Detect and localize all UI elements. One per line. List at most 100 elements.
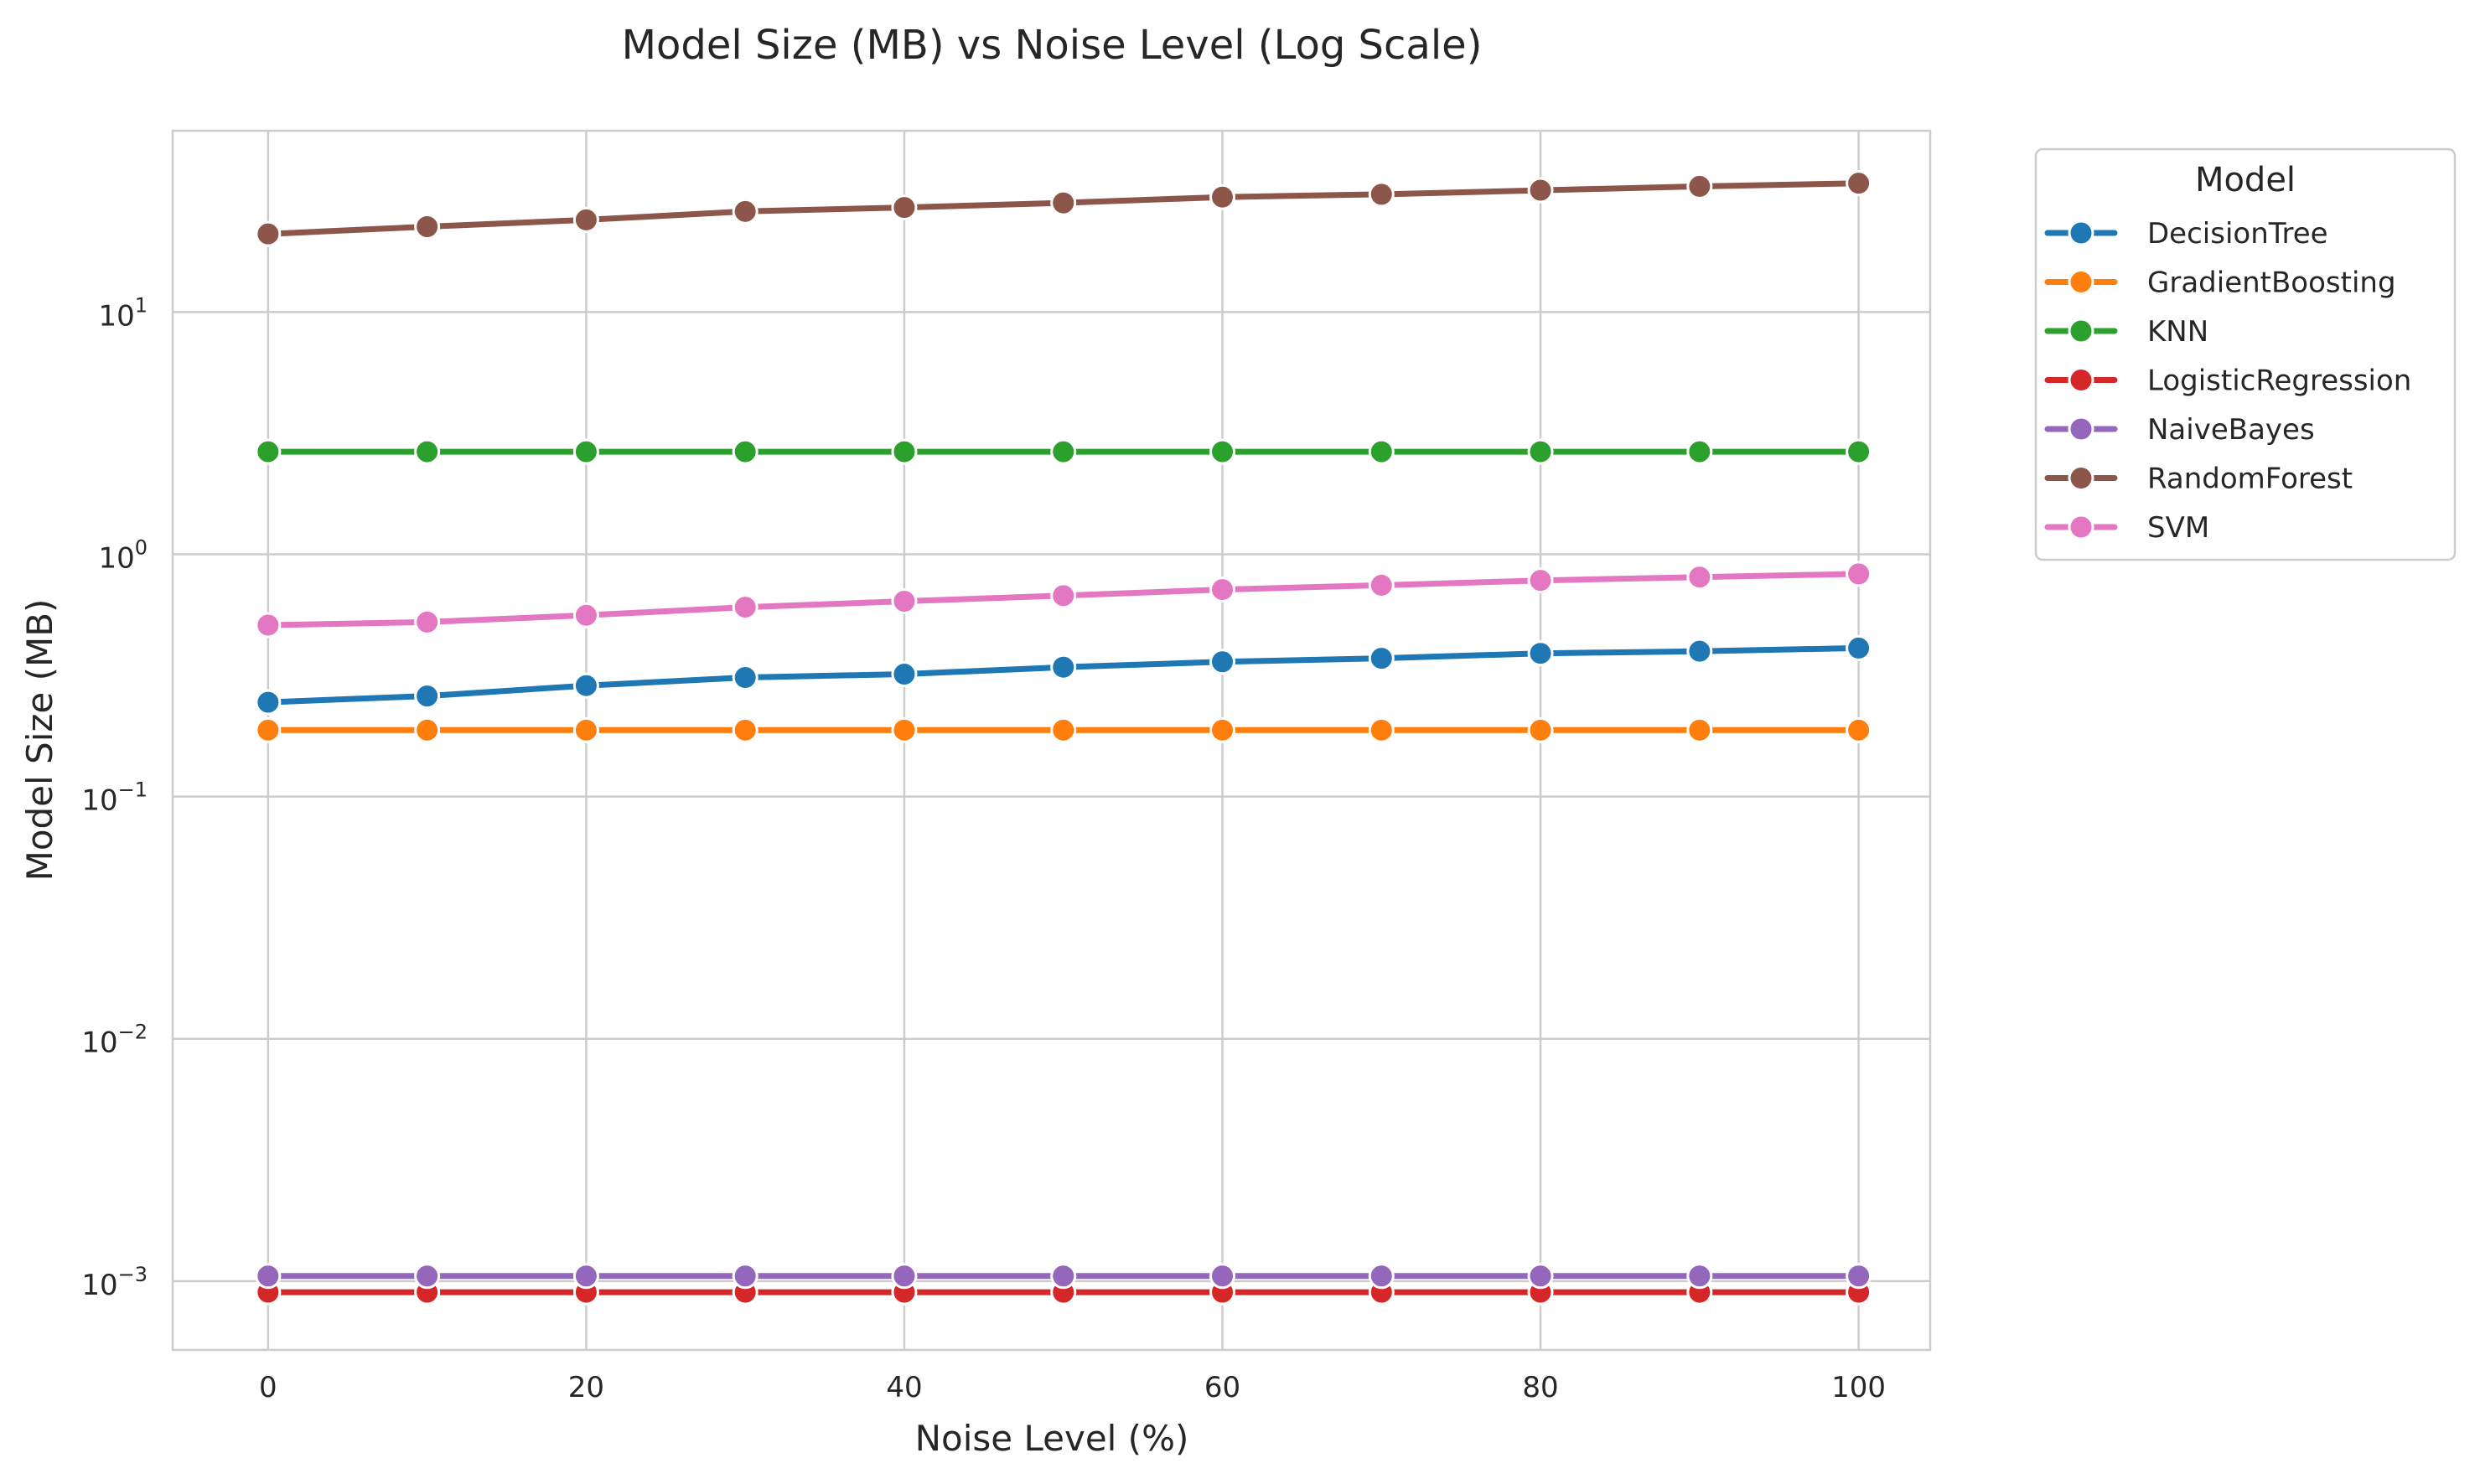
data-point: [891, 438, 918, 465]
data-point: [1686, 173, 1713, 199]
data-point: [891, 1263, 918, 1290]
legend-label: GradientBoosting: [2147, 266, 2396, 300]
data-point: [1209, 577, 1236, 603]
series-decisiontree: [255, 634, 1872, 716]
legend-label: DecisionTree: [2147, 217, 2328, 251]
legend: Model DecisionTree GradientBoosting KNN Log…: [2034, 147, 2457, 561]
data-point: [255, 612, 282, 639]
legend-swatch-marker: [2068, 514, 2094, 540]
data-point: [1846, 561, 1872, 587]
data-point: [572, 206, 599, 233]
legend-label: SVM: [2147, 511, 2209, 545]
data-point: [1050, 438, 1077, 465]
data-point: [572, 602, 599, 628]
data-point: [1846, 634, 1872, 661]
chart-title: Model Size (MB) vs Noise Level (Log Scal…: [622, 22, 1483, 69]
data-point: [1527, 438, 1554, 465]
data-point: [414, 683, 441, 710]
data-point: [255, 689, 282, 716]
y-tick-label: 10−3: [81, 1263, 148, 1302]
data-point: [255, 438, 282, 465]
legend-title: Model: [2195, 161, 2296, 199]
data-point: [1368, 716, 1395, 743]
legend-item: SVM: [2044, 511, 2209, 545]
y-axis-label: Model Size (MB): [19, 599, 60, 882]
series-knn: [255, 438, 1872, 465]
x-tick-label: 0: [259, 1371, 277, 1404]
data-point: [1209, 1263, 1236, 1290]
legend-item: DecisionTree: [2044, 217, 2328, 251]
data-point: [1368, 181, 1395, 208]
data-point: [572, 1263, 599, 1290]
legend-label: RandomForest: [2147, 463, 2353, 496]
plot-area: [171, 129, 1932, 1352]
data-point: [1846, 438, 1872, 465]
data-point: [1050, 582, 1077, 609]
x-tick-label: 80: [1522, 1371, 1558, 1404]
x-tick-label: 20: [568, 1371, 604, 1404]
legend-item: GradientBoosting: [2044, 266, 2396, 300]
legend-swatch-marker: [2068, 416, 2094, 442]
legend-label: KNN: [2147, 315, 2208, 349]
data-point: [255, 716, 282, 743]
data-point: [572, 672, 599, 699]
data-point: [1368, 1263, 1395, 1290]
data-point: [732, 438, 758, 465]
y-tick-labels: 10−3 10−2 10−1 100 101: [81, 293, 148, 1302]
legend-swatch-marker: [2068, 465, 2094, 491]
data-point: [732, 198, 758, 225]
data-point: [1368, 438, 1395, 465]
data-point: [1846, 170, 1872, 197]
legend-item: RandomForest: [2044, 463, 2353, 496]
y-tick-label: 100: [98, 535, 148, 575]
y-tick-label: 101: [98, 293, 148, 333]
data-point: [1209, 716, 1236, 743]
legend-swatch-marker: [2068, 269, 2094, 295]
data-point: [891, 588, 918, 615]
data-point: [1050, 654, 1077, 680]
y-tick-label: 10−2: [81, 1021, 148, 1060]
x-tick-labels: 0 20 40 60 80 100: [259, 1371, 1886, 1404]
legend-label: LogisticRegression: [2147, 365, 2411, 398]
data-point: [891, 194, 918, 221]
data-point: [732, 594, 758, 621]
data-point: [732, 716, 758, 743]
series-randomforest: [255, 170, 1872, 247]
data-point: [255, 220, 282, 247]
series-gradientboosting: [255, 716, 1872, 743]
legend-swatch-marker: [2068, 367, 2094, 393]
data-point: [1527, 1263, 1554, 1290]
data-point: [1527, 177, 1554, 204]
data-point: [1846, 1263, 1872, 1290]
x-tick-label: 100: [1831, 1371, 1886, 1404]
legend-items: DecisionTree GradientBoosting KNN LogisticR…: [2044, 217, 2411, 545]
data-point: [1368, 571, 1395, 598]
series-naivebayes: [255, 1263, 1872, 1290]
data-point: [1686, 438, 1713, 465]
data-point: [1209, 184, 1236, 210]
data-point: [255, 1263, 282, 1290]
data-point: [414, 716, 441, 743]
data-point: [414, 608, 441, 635]
data-point: [1527, 716, 1554, 743]
data-point: [1209, 438, 1236, 465]
data-point: [1686, 564, 1713, 591]
legend-label: NaiveBayes: [2147, 413, 2315, 447]
legend-item: NaiveBayes: [2044, 413, 2315, 447]
x-tick-label: 60: [1204, 1371, 1240, 1404]
data-point: [572, 438, 599, 465]
data-point: [732, 1263, 758, 1290]
series-layer: [255, 170, 1872, 1306]
data-point: [891, 716, 918, 743]
legend-item: LogisticRegression: [2044, 365, 2411, 398]
data-point: [1686, 716, 1713, 743]
y-tick-label: 10−1: [81, 778, 148, 818]
data-point: [1527, 640, 1554, 667]
data-point: [1686, 1263, 1713, 1290]
data-point: [414, 438, 441, 465]
data-point: [572, 716, 599, 743]
series-svm: [255, 561, 1872, 639]
data-point: [414, 1263, 441, 1290]
data-point: [1050, 716, 1077, 743]
